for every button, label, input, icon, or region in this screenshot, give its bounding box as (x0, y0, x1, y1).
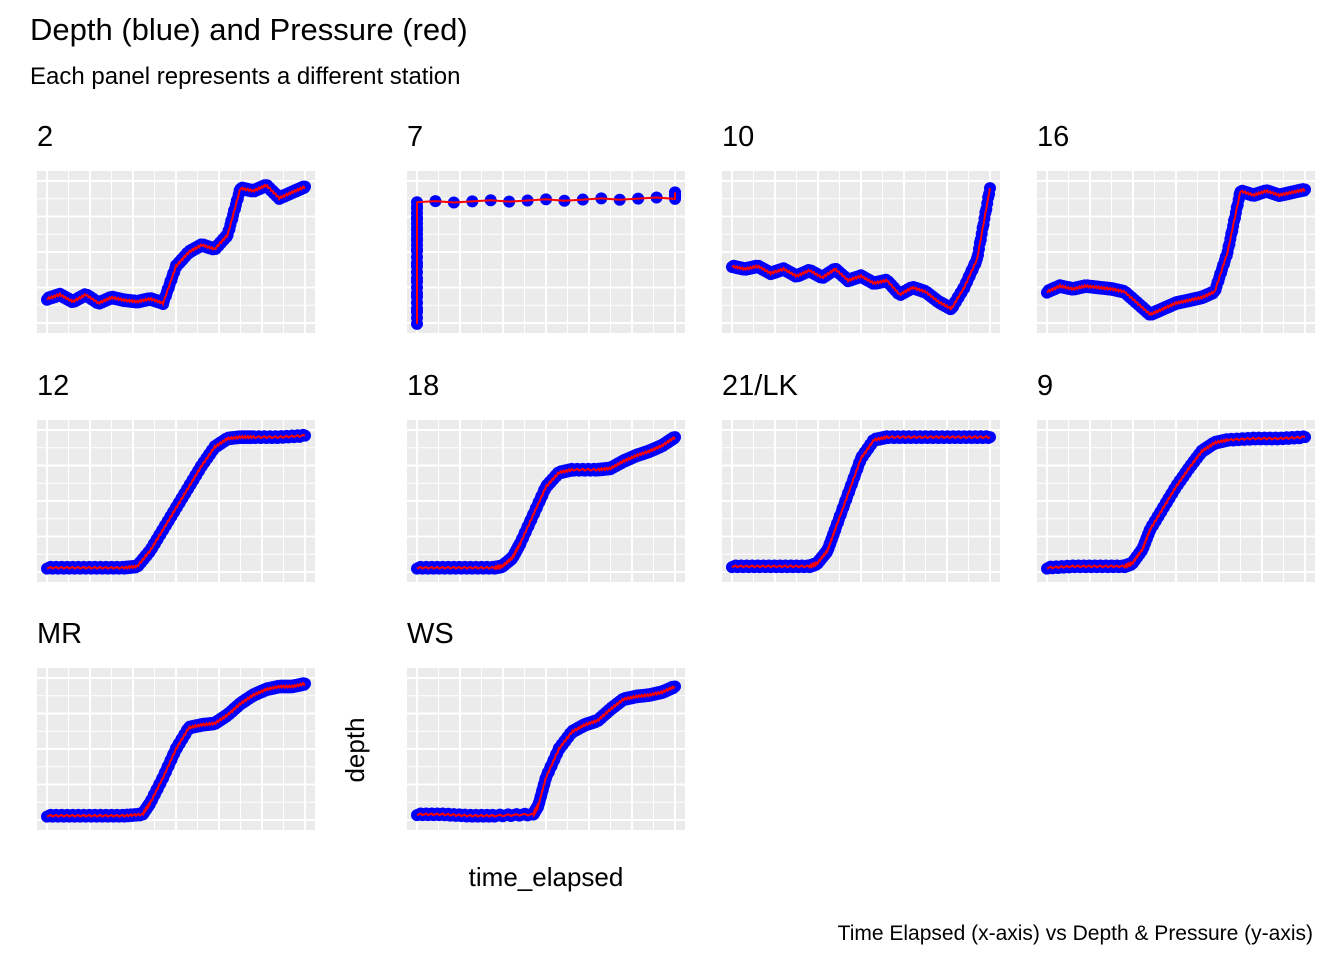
x-axis-title: time_elapsed (469, 862, 624, 892)
pressure-line (46, 183, 306, 308)
panel-4: 12 (37, 370, 315, 582)
pressure-line (416, 685, 676, 819)
chart-subtitle: Each panel represents a different statio… (30, 63, 461, 90)
strip-label: 2 (37, 121, 53, 153)
strip-label: 10 (722, 121, 754, 153)
panel-0: 2 (37, 121, 315, 333)
strip-label: MR (37, 618, 82, 650)
pressure-line (731, 187, 991, 311)
panel-2: 10 (722, 121, 1000, 333)
strip-label: WS (407, 618, 454, 650)
panels-group: 2 7 10 16 12 18 21/LK 9 MR WS (37, 121, 1315, 830)
panel-6: 21/LK (722, 370, 1000, 582)
pressure-line (731, 434, 991, 570)
panel-3: 16 (1037, 121, 1315, 333)
depth-point (669, 186, 681, 199)
panel-1: 7 (407, 121, 685, 333)
y-axis-title: depth (340, 717, 370, 782)
pressure-line (46, 433, 306, 571)
strip-label: 12 (37, 370, 69, 402)
strip-label: 18 (407, 370, 439, 402)
chart-title: Depth (blue) and Pressure (red) (30, 12, 468, 47)
pressure-line (416, 192, 676, 324)
strip-label: 16 (1037, 121, 1069, 153)
panel-8: MR (37, 618, 315, 830)
strip-label: 21/LK (722, 370, 798, 402)
pressure-line (1046, 435, 1306, 570)
pressure-line (416, 435, 676, 571)
pressure-line (1046, 187, 1306, 317)
chart-caption: Time Elapsed (x-axis) vs Depth & Pressur… (838, 922, 1313, 945)
panel-7: 9 (1037, 370, 1315, 582)
strip-label: 7 (407, 121, 423, 153)
depth-point (299, 180, 311, 193)
strip-label: 9 (1037, 370, 1053, 402)
panel-5: 18 (407, 370, 685, 582)
pressure-line (46, 681, 306, 818)
depth-point (299, 677, 311, 690)
panel-9: WS (407, 618, 685, 830)
